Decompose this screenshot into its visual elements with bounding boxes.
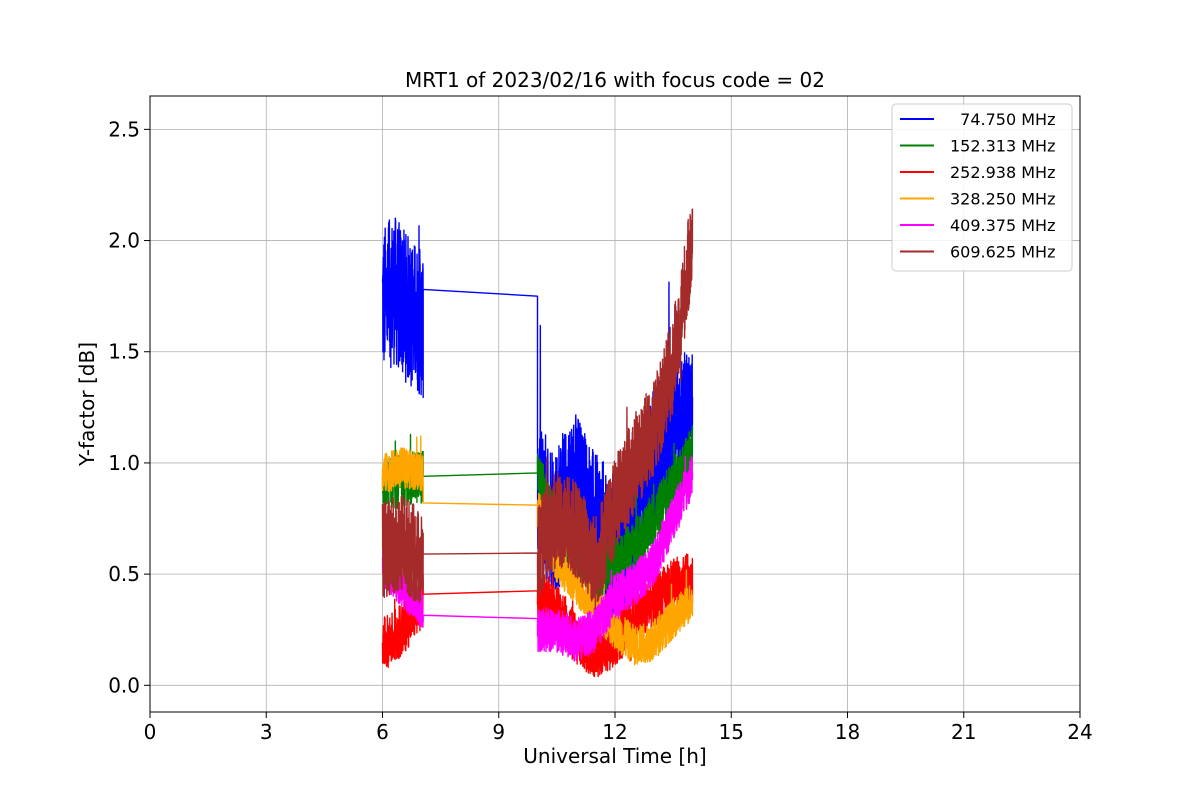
y-tick-label: 0.0 xyxy=(108,673,140,697)
x-tick-label: 0 xyxy=(144,720,157,744)
series-layer xyxy=(381,208,694,678)
series-line-5 xyxy=(381,455,694,662)
y-axis-label: Y-factor [dB] xyxy=(75,342,99,467)
x-tick-label: 15 xyxy=(719,720,744,744)
legend-label: 152.313 MHz xyxy=(950,137,1055,156)
legend-label: 409.375 MHz xyxy=(950,216,1055,235)
legend-label: 74.750 MHz xyxy=(950,110,1055,129)
legend-label: 609.625 MHz xyxy=(950,243,1055,262)
y-tick-label: 2.0 xyxy=(108,229,140,253)
x-tick-label: 21 xyxy=(951,720,976,744)
x-tick-label: 24 xyxy=(1067,720,1092,744)
y-tick-label: 2.5 xyxy=(108,117,140,141)
x-tick-label: 9 xyxy=(492,720,505,744)
y-tick-label: 0.5 xyxy=(108,562,140,586)
legend-label: 328.250 MHz xyxy=(950,190,1055,209)
x-tick-label: 6 xyxy=(376,720,389,744)
y-tick-label: 1.5 xyxy=(108,340,140,364)
y-tick-label: 1.0 xyxy=(108,451,140,475)
x-tick-label: 18 xyxy=(835,720,860,744)
x-tick-label: 3 xyxy=(260,720,273,744)
ticks: 0 3 6 9 12 15 18 21 24 0.0 0.5 1.0 1.5 2.0 2.5 xyxy=(108,117,1093,744)
legend: 74.750 MHz 152.313 MHz 252.938 MHz 328.250 … xyxy=(891,103,1073,272)
x-axis-label: Universal Time [h] xyxy=(523,744,706,768)
x-tick-label: 12 xyxy=(602,720,627,744)
legend-label: 252.938 MHz xyxy=(950,163,1055,182)
legend-box xyxy=(891,103,1073,272)
series-line-6 xyxy=(381,208,694,611)
chart-title: MRT1 of 2023/02/16 with focus code = 02 xyxy=(405,68,825,92)
